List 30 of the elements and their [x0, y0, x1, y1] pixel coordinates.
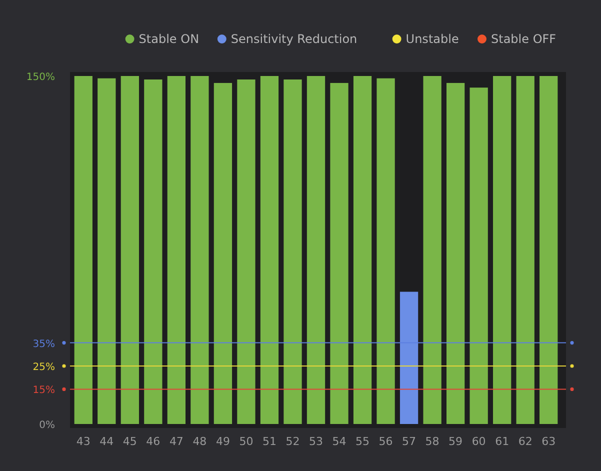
x-tick-label: 57: [402, 435, 416, 448]
legend-label: Stable ON: [138, 32, 200, 46]
x-tick-label: 56: [378, 435, 393, 448]
x-tick-label: 61: [495, 435, 510, 448]
x-tick-label: 45: [122, 435, 137, 448]
x-tick-label: 49: [216, 435, 230, 448]
x-tick-label: 62: [518, 435, 532, 448]
x-tick-label: 60: [472, 435, 486, 448]
x-tick-label: 53: [309, 435, 323, 448]
x-tick-label: 55: [356, 435, 370, 448]
legend-label: Stable OFF: [491, 32, 556, 46]
x-tick-label: 46: [146, 435, 160, 448]
x-tick-label: 50: [239, 435, 254, 448]
legend-label: Sensitivity Reduction: [230, 32, 358, 46]
x-tick-label: 47: [169, 435, 184, 448]
y-tick-label: 0%: [39, 420, 55, 431]
x-tick-label: 43: [76, 435, 90, 448]
x-tick-label: 52: [286, 435, 300, 448]
y-tick-label: 25%: [32, 362, 55, 373]
y-tick-label: 150%: [26, 72, 55, 83]
x-tick-label: 51: [262, 435, 276, 448]
x-tick-label: 59: [448, 435, 463, 448]
y-tick-label: 15%: [32, 385, 55, 396]
x-tick-label: 63: [542, 435, 556, 448]
x-tick-label: 44: [100, 435, 114, 448]
y-tick-label: 35%: [32, 338, 55, 350]
legend-label: Unstable: [406, 32, 459, 46]
x-tick-label: 54: [332, 435, 346, 448]
x-tick-label: 48: [192, 435, 207, 448]
x-tick-label: 58: [425, 435, 440, 448]
